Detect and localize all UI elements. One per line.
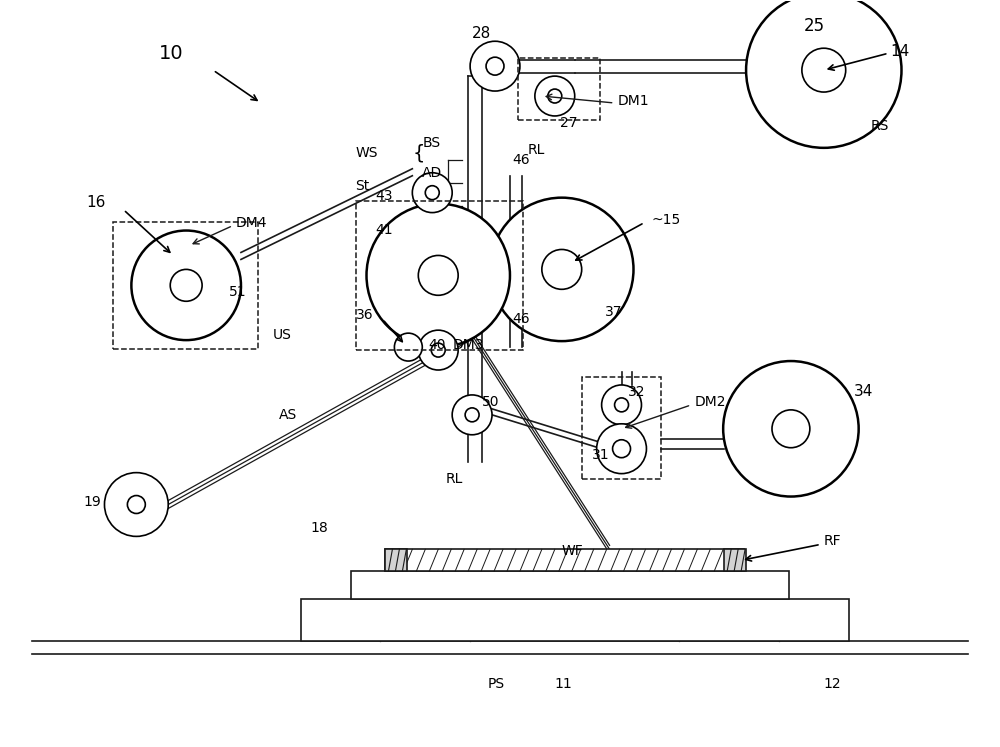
Bar [356, 201, 523, 350]
Bar [351, 571, 789, 599]
Bar [724, 549, 746, 571]
Text: 41: 41 [375, 223, 393, 237]
Text: 46: 46 [512, 153, 530, 167]
Text: 36: 36 [356, 309, 373, 322]
Text: WF: WF [562, 545, 584, 558]
Circle shape [486, 58, 504, 75]
Text: RF: RF [824, 534, 841, 548]
Text: 51: 51 [229, 285, 247, 300]
Bar [301, 599, 849, 641]
Circle shape [104, 473, 168, 536]
Text: 28: 28 [472, 25, 491, 41]
Circle shape [613, 440, 631, 458]
Circle shape [772, 410, 810, 447]
Text: RL: RL [445, 471, 463, 486]
Circle shape [465, 408, 479, 422]
Text: US: US [273, 328, 292, 342]
Text: 50: 50 [482, 395, 500, 409]
Circle shape [470, 41, 520, 91]
Circle shape [615, 398, 629, 412]
Text: 27: 27 [560, 116, 577, 130]
Circle shape [452, 395, 492, 435]
Circle shape [431, 343, 445, 357]
Text: 43: 43 [375, 189, 393, 202]
Circle shape [802, 49, 846, 92]
Circle shape [490, 198, 634, 341]
Text: AD: AD [422, 166, 443, 180]
Text: 37: 37 [605, 306, 622, 319]
Text: 40: 40 [428, 338, 446, 352]
Text: 32: 32 [628, 385, 645, 399]
Bar [113, 222, 258, 349]
Text: 25: 25 [804, 17, 825, 35]
Circle shape [723, 361, 859, 497]
Circle shape [746, 0, 902, 148]
Text: St: St [356, 179, 370, 193]
Text: 46: 46 [512, 312, 530, 326]
Bar [518, 58, 600, 120]
Circle shape [425, 186, 439, 199]
Text: DM2: DM2 [694, 395, 726, 409]
Circle shape [548, 89, 562, 103]
Circle shape [602, 385, 641, 425]
Circle shape [418, 255, 458, 295]
Text: {: { [412, 143, 425, 162]
Text: 31: 31 [592, 447, 609, 462]
Circle shape [597, 424, 646, 474]
Text: WS: WS [356, 146, 378, 160]
Text: 34: 34 [854, 385, 873, 400]
Text: DM4: DM4 [236, 216, 267, 229]
Text: RL: RL [528, 143, 545, 157]
Text: 14: 14 [891, 44, 910, 59]
Text: 11: 11 [555, 677, 573, 691]
Text: DM1: DM1 [618, 94, 649, 108]
Text: 18: 18 [311, 521, 328, 536]
Text: AS: AS [279, 408, 297, 422]
Text: RS: RS [871, 119, 889, 133]
Circle shape [131, 231, 241, 340]
Bar [582, 377, 661, 479]
Text: 10: 10 [159, 43, 184, 63]
Text: PS: PS [488, 677, 505, 691]
Circle shape [535, 76, 575, 116]
Text: 16: 16 [87, 195, 106, 210]
Text: DM3: DM3 [452, 338, 484, 352]
Circle shape [418, 330, 458, 370]
Circle shape [394, 333, 422, 361]
Text: BS: BS [422, 136, 440, 150]
Bar [385, 549, 744, 571]
Circle shape [542, 249, 582, 289]
Circle shape [366, 204, 510, 347]
Circle shape [127, 495, 145, 513]
Circle shape [170, 270, 202, 301]
Circle shape [412, 173, 452, 213]
Text: 12: 12 [824, 677, 841, 691]
Text: 19: 19 [84, 495, 101, 509]
Bar [385, 549, 407, 571]
Text: ~15: ~15 [651, 213, 681, 226]
